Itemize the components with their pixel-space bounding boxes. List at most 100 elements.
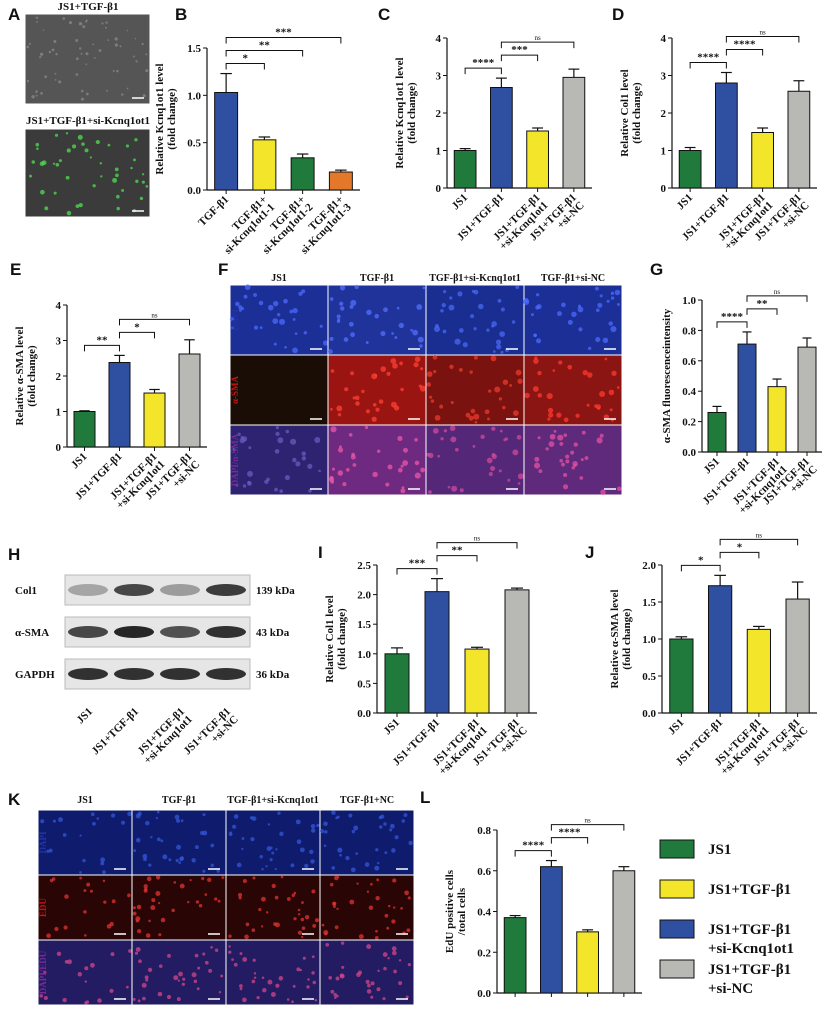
cell [133,849,137,852]
cell [41,160,47,166]
y-tick-label: 0.6 [682,356,696,368]
cell [536,304,542,310]
column-header: TGF-β1+NC [340,795,394,806]
cell [132,911,137,916]
cell [349,899,355,905]
cell [581,430,586,435]
cell [375,895,380,901]
cell [358,934,364,940]
cell [372,471,378,478]
significance-bracket [225,50,304,57]
cell [271,851,275,855]
cell [252,958,256,962]
cell [382,997,386,1001]
row-label: DAPI [38,831,48,853]
cell [335,976,340,981]
significance-label: ns [756,531,763,539]
cell [498,397,503,401]
cell [85,20,88,23]
row-label: DAPI/EDU [38,950,48,994]
significance-bracket [225,37,342,44]
cell [208,968,213,973]
y-tick-label: 0.0 [682,447,696,459]
cell [502,379,509,385]
significance-label: ** [97,334,109,346]
cell [247,481,252,486]
cell [66,148,71,153]
bar [504,589,530,714]
cell [275,848,278,851]
cell [178,861,182,864]
y-tick-label: 3 [56,336,62,348]
column-header: TGF-β1 [360,273,394,284]
cell [348,321,354,327]
cell [67,959,72,965]
cell [324,830,328,834]
cell [459,368,463,372]
cell [126,87,129,90]
cell [252,876,256,880]
cell [480,434,485,439]
row-label: DAPI/α-SMA [230,433,240,486]
cell [385,482,390,487]
cell [148,863,152,867]
cell [377,969,380,972]
cell [499,429,503,433]
cell [244,934,249,940]
y-tick-label: 4 [661,33,667,45]
cell [556,412,562,418]
image-caption: JS1+TGF-β1+si-Kcnq1ot1 [26,115,150,127]
cell [310,824,316,829]
cell [562,484,569,490]
cell [487,417,490,421]
cell [350,371,355,376]
y-tick-label: 0.0 [357,708,371,720]
cell [267,823,271,826]
cell [509,383,513,387]
legend-swatch [659,879,695,899]
cell [62,997,67,1003]
cell [80,97,85,101]
cell [194,953,199,958]
cell [150,835,153,839]
cell [337,876,340,879]
cell [242,484,247,488]
cell [390,358,397,364]
cell [116,206,120,211]
cell [134,951,139,955]
cell [350,867,356,873]
cell [324,932,328,936]
cell [26,79,30,83]
cell [79,876,82,880]
cell [312,924,317,928]
cell [366,890,370,893]
cell [191,858,196,863]
cell [490,465,496,471]
cell [100,861,105,866]
row-label: EDU [38,898,48,918]
cell [447,485,451,489]
cell [370,981,375,986]
cell [54,133,59,137]
significance-bracket [84,344,120,352]
cell [434,414,441,421]
cell [486,457,493,464]
cell [273,922,277,926]
cell [135,813,141,819]
cell [401,819,405,823]
significance-label: ns [151,311,158,319]
cell [66,210,72,216]
cell [535,293,540,297]
significance-bracket [746,295,808,302]
cell [83,889,87,893]
micrograph [523,424,623,496]
column-header: TGF-β1+si-NC [541,273,605,284]
y-tick-label: 0 [436,183,442,195]
cell [604,357,608,361]
panel-letter: F [218,260,228,279]
cell [352,396,356,400]
y-tick-label: 2.0 [357,590,371,602]
cell [298,291,303,296]
cell [137,929,142,934]
y-axis-label: (fold change) [631,82,643,144]
